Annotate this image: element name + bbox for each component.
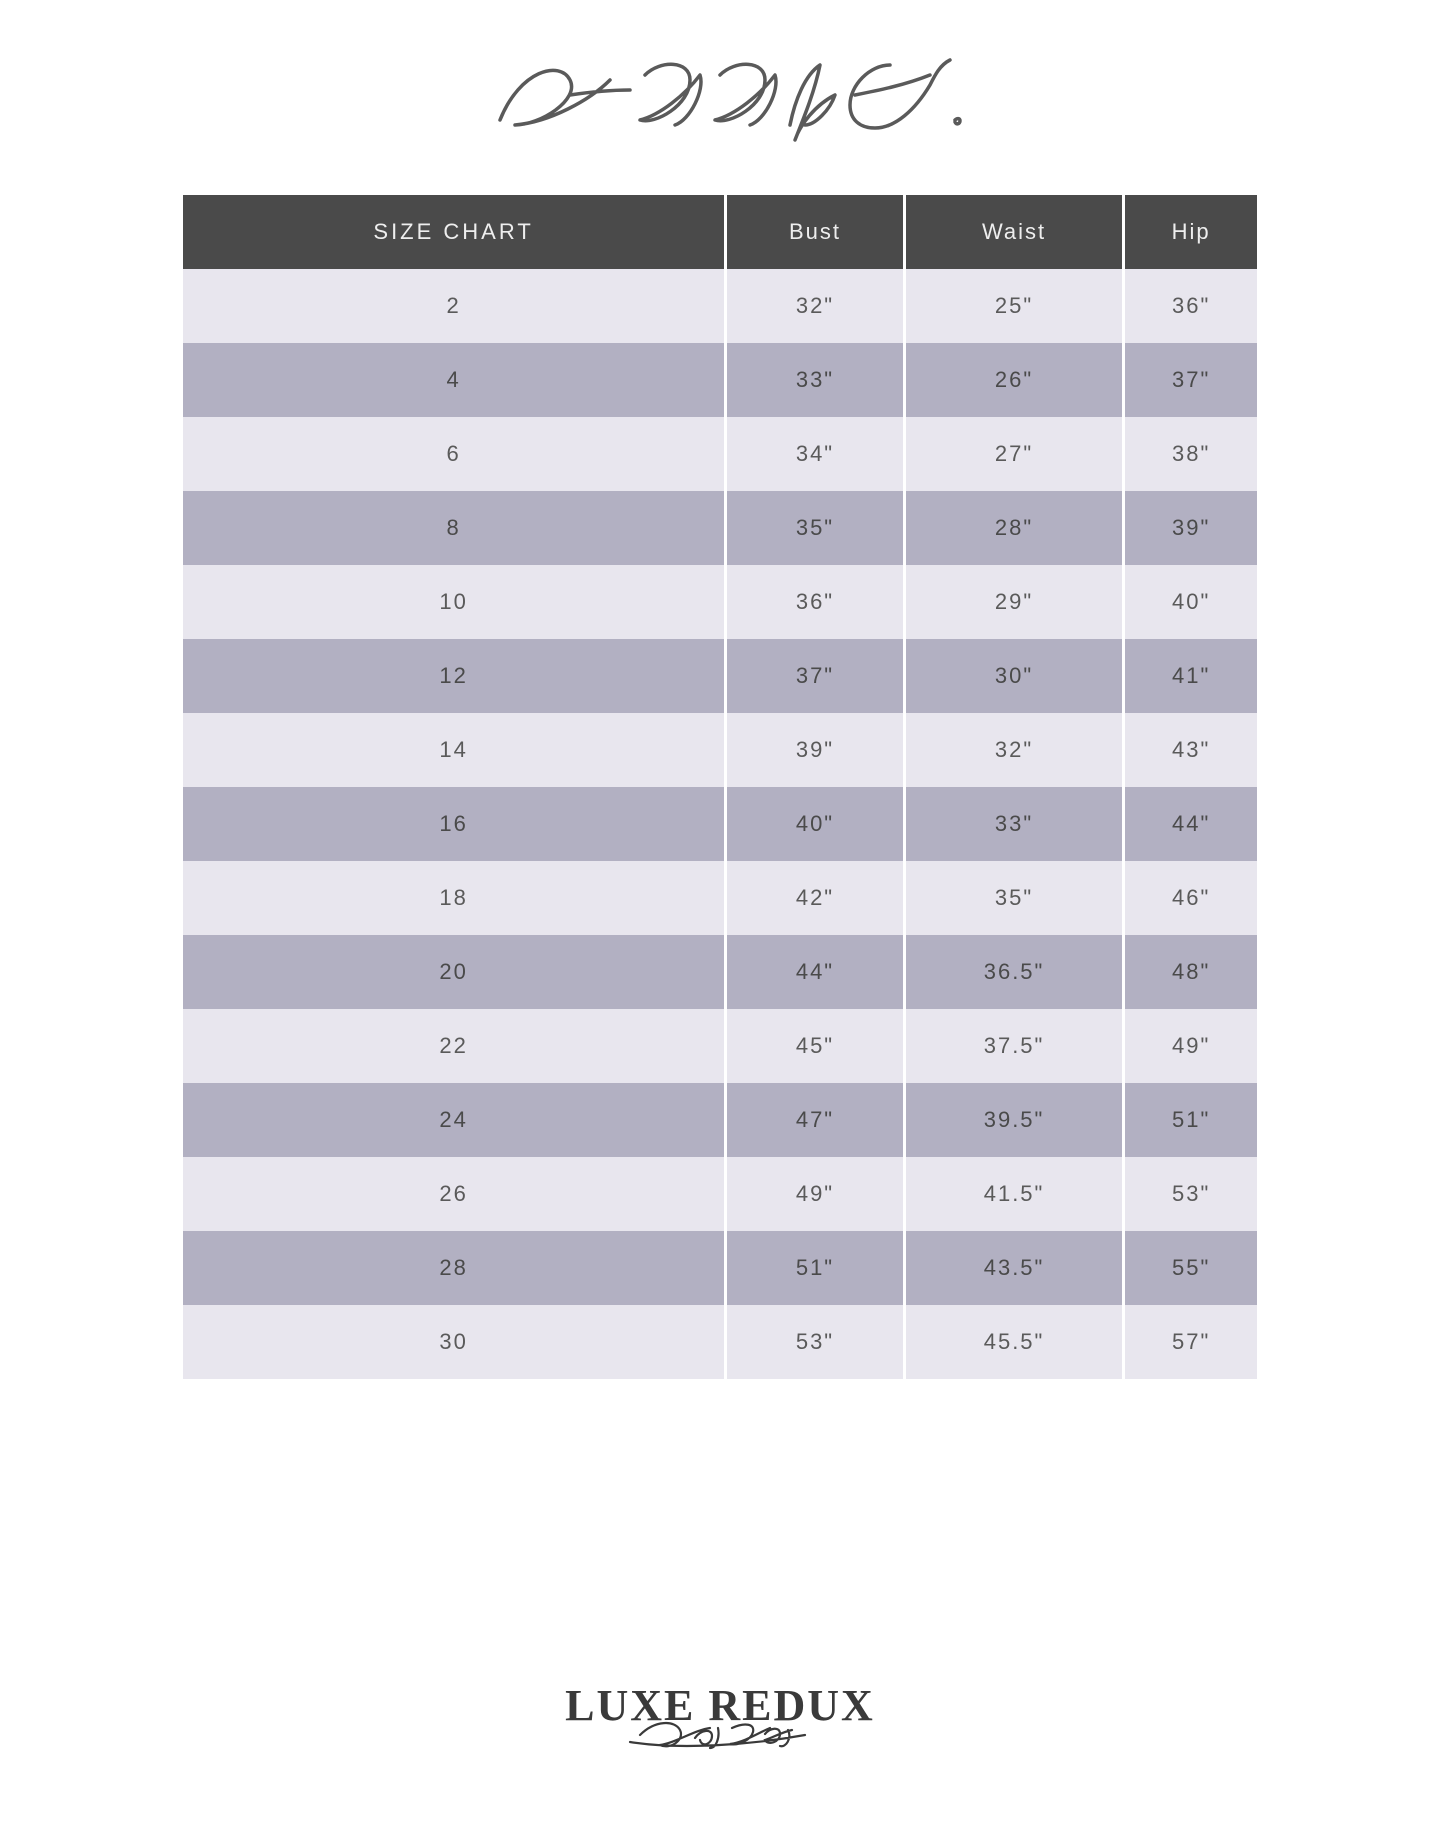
- cell-hip: 55": [1125, 1231, 1257, 1305]
- table-row: 232"25"36": [183, 269, 1257, 343]
- cell-size: 2: [183, 269, 724, 343]
- table-row: 1237"30"41": [183, 639, 1257, 713]
- cell-hip: 57": [1125, 1305, 1257, 1379]
- size-chart-table: SIZE CHART Bust Waist Hip 232"25"36"433"…: [180, 195, 1260, 1379]
- cell-hip: 48": [1125, 935, 1257, 1009]
- cell-waist: 36.5": [906, 935, 1123, 1009]
- cell-size: 4: [183, 343, 724, 417]
- cell-waist: 26": [906, 343, 1123, 417]
- cell-size: 30: [183, 1305, 724, 1379]
- cell-bust: 36": [727, 565, 903, 639]
- cell-bust: 45": [727, 1009, 903, 1083]
- table-row: 1439"32"43": [183, 713, 1257, 787]
- table-row: 1036"29"40": [183, 565, 1257, 639]
- table-row: 2044"36.5"48": [183, 935, 1257, 1009]
- cell-hip: 43": [1125, 713, 1257, 787]
- cell-bust: 42": [727, 861, 903, 935]
- footer-logo: LUXE REDUX: [0, 1684, 1440, 1760]
- cell-size: 18: [183, 861, 724, 935]
- cell-bust: 44": [727, 935, 903, 1009]
- cell-hip: 44": [1125, 787, 1257, 861]
- cell-bust: 32": [727, 269, 903, 343]
- cell-hip: 39": [1125, 491, 1257, 565]
- cell-bust: 34": [727, 417, 903, 491]
- footer-logo-main: LUXE REDUX: [0, 1684, 1440, 1728]
- table-row: 634"27"38": [183, 417, 1257, 491]
- cell-waist: 39.5": [906, 1083, 1123, 1157]
- cell-size: 14: [183, 713, 724, 787]
- cell-waist: 25": [906, 269, 1123, 343]
- cell-size: 26: [183, 1157, 724, 1231]
- cell-bust: 37": [727, 639, 903, 713]
- table-row: 2447"39.5"51": [183, 1083, 1257, 1157]
- cell-hip: 37": [1125, 343, 1257, 417]
- table-row: 2851"43.5"55": [183, 1231, 1257, 1305]
- table-row: 2245"37.5"49": [183, 1009, 1257, 1083]
- table-row: 835"28"39": [183, 491, 1257, 565]
- cell-size: 16: [183, 787, 724, 861]
- table-row: 2649"41.5"53": [183, 1157, 1257, 1231]
- column-header-size: SIZE CHART: [183, 195, 724, 269]
- cell-waist: 27": [906, 417, 1123, 491]
- cell-hip: 36": [1125, 269, 1257, 343]
- cell-size: 8: [183, 491, 724, 565]
- cell-waist: 30": [906, 639, 1123, 713]
- brand-title: [0, 30, 1440, 155]
- cell-hip: 38": [1125, 417, 1257, 491]
- cell-hip: 46": [1125, 861, 1257, 935]
- cell-waist: 35": [906, 861, 1123, 935]
- header-row: SIZE CHART Bust Waist Hip: [183, 195, 1257, 269]
- cell-bust: 39": [727, 713, 903, 787]
- cell-hip: 53": [1125, 1157, 1257, 1231]
- cell-bust: 49": [727, 1157, 903, 1231]
- cell-bust: 40": [727, 787, 903, 861]
- cell-waist: 45.5": [906, 1305, 1123, 1379]
- cell-size: 20: [183, 935, 724, 1009]
- cell-hip: 49": [1125, 1009, 1257, 1083]
- cell-hip: 40": [1125, 565, 1257, 639]
- cell-size: 24: [183, 1083, 724, 1157]
- table-row: 3053"45.5"57": [183, 1305, 1257, 1379]
- cell-waist: 32": [906, 713, 1123, 787]
- cell-bust: 33": [727, 343, 903, 417]
- cell-waist: 29": [906, 565, 1123, 639]
- cell-size: 28: [183, 1231, 724, 1305]
- cell-hip: 51": [1125, 1083, 1257, 1157]
- table-row: 433"26"37": [183, 343, 1257, 417]
- cell-size: 12: [183, 639, 724, 713]
- table-row: 1640"33"44": [183, 787, 1257, 861]
- cell-bust: 47": [727, 1083, 903, 1157]
- table-row: 1842"35"46": [183, 861, 1257, 935]
- cell-bust: 53": [727, 1305, 903, 1379]
- column-header-hip: Hip: [1125, 195, 1257, 269]
- cell-size: 22: [183, 1009, 724, 1083]
- cell-waist: 28": [906, 491, 1123, 565]
- column-header-bust: Bust: [727, 195, 903, 269]
- cell-size: 10: [183, 565, 724, 639]
- cell-bust: 51": [727, 1231, 903, 1305]
- cell-bust: 35": [727, 491, 903, 565]
- cell-waist: 33": [906, 787, 1123, 861]
- cell-waist: 37.5": [906, 1009, 1123, 1083]
- cell-waist: 41.5": [906, 1157, 1123, 1231]
- cell-waist: 43.5": [906, 1231, 1123, 1305]
- column-header-waist: Waist: [906, 195, 1123, 269]
- cell-hip: 41": [1125, 639, 1257, 713]
- cell-size: 6: [183, 417, 724, 491]
